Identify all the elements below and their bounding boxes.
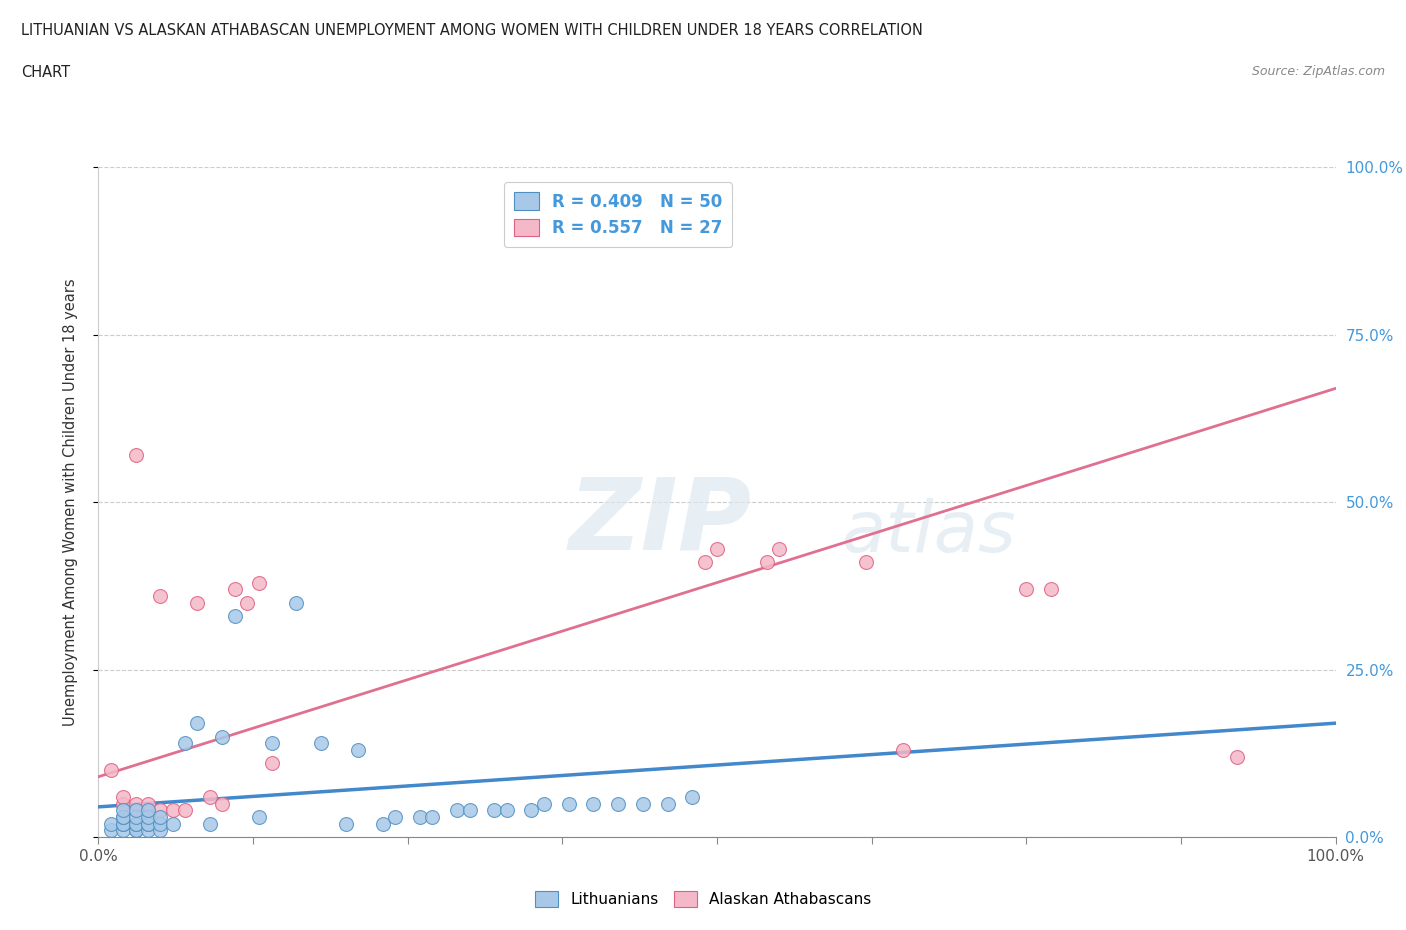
Text: LITHUANIAN VS ALASKAN ATHABASCAN UNEMPLOYMENT AMONG WOMEN WITH CHILDREN UNDER 18: LITHUANIAN VS ALASKAN ATHABASCAN UNEMPLO… <box>21 23 922 38</box>
Point <box>557 796 579 811</box>
Point <box>198 817 221 831</box>
Point <box>1040 582 1063 597</box>
Point <box>136 817 159 831</box>
Point <box>124 796 146 811</box>
Point <box>520 803 543 817</box>
Text: CHART: CHART <box>21 65 70 80</box>
Point <box>768 541 790 556</box>
Point <box>124 817 146 831</box>
Point <box>112 817 135 831</box>
Point <box>693 555 716 570</box>
Point <box>631 796 654 811</box>
Point <box>347 742 370 757</box>
Point <box>100 817 122 831</box>
Point <box>136 817 159 831</box>
Point <box>657 796 679 811</box>
Point <box>112 809 135 824</box>
Point <box>186 595 208 610</box>
Point <box>136 809 159 824</box>
Point <box>260 736 283 751</box>
Point <box>409 809 432 824</box>
Point <box>582 796 605 811</box>
Point <box>149 823 172 838</box>
Point <box>136 803 159 817</box>
Point <box>247 809 270 824</box>
Point <box>211 796 233 811</box>
Point <box>124 823 146 838</box>
Point <box>236 595 259 610</box>
Point <box>422 809 444 824</box>
Legend: R = 0.409   N = 50, R = 0.557   N = 27: R = 0.409 N = 50, R = 0.557 N = 27 <box>503 182 733 247</box>
Point <box>100 823 122 838</box>
Point <box>112 823 135 838</box>
Point <box>309 736 332 751</box>
Point <box>162 803 184 817</box>
Point <box>162 817 184 831</box>
Point <box>136 796 159 811</box>
Point <box>149 589 172 604</box>
Point <box>112 809 135 824</box>
Point <box>458 803 481 817</box>
Point <box>371 817 394 831</box>
Point <box>149 803 172 817</box>
Point <box>149 817 172 831</box>
Y-axis label: Unemployment Among Women with Children Under 18 years: Unemployment Among Women with Children U… <box>63 278 77 726</box>
Point <box>186 716 208 731</box>
Point <box>607 796 630 811</box>
Point <box>112 803 135 817</box>
Point <box>285 595 308 610</box>
Point <box>681 790 703 804</box>
Point <box>198 790 221 804</box>
Point <box>112 796 135 811</box>
Point <box>149 809 172 824</box>
Point <box>484 803 506 817</box>
Point <box>384 809 406 824</box>
Point <box>446 803 468 817</box>
Point <box>495 803 517 817</box>
Point <box>1226 750 1249 764</box>
Point <box>124 803 146 817</box>
Point <box>124 817 146 831</box>
Point <box>224 582 246 597</box>
Point <box>224 608 246 623</box>
Point <box>260 756 283 771</box>
Legend: Lithuanians, Alaskan Athabascans: Lithuanians, Alaskan Athabascans <box>529 884 877 913</box>
Point <box>112 790 135 804</box>
Point <box>124 809 146 824</box>
Point <box>112 817 135 831</box>
Point <box>174 803 197 817</box>
Point <box>533 796 555 811</box>
Text: Source: ZipAtlas.com: Source: ZipAtlas.com <box>1251 65 1385 78</box>
Point <box>136 803 159 817</box>
Point <box>247 575 270 590</box>
Point <box>100 763 122 777</box>
Point <box>1015 582 1038 597</box>
Point <box>124 448 146 463</box>
Point <box>755 555 778 570</box>
Point <box>136 823 159 838</box>
Point <box>211 729 233 744</box>
Text: atlas: atlas <box>841 498 1015 566</box>
Text: ZIP: ZIP <box>568 473 752 571</box>
Point <box>335 817 357 831</box>
Point <box>855 555 877 570</box>
Point <box>706 541 728 556</box>
Point <box>174 736 197 751</box>
Point <box>891 742 914 757</box>
Point <box>124 823 146 838</box>
